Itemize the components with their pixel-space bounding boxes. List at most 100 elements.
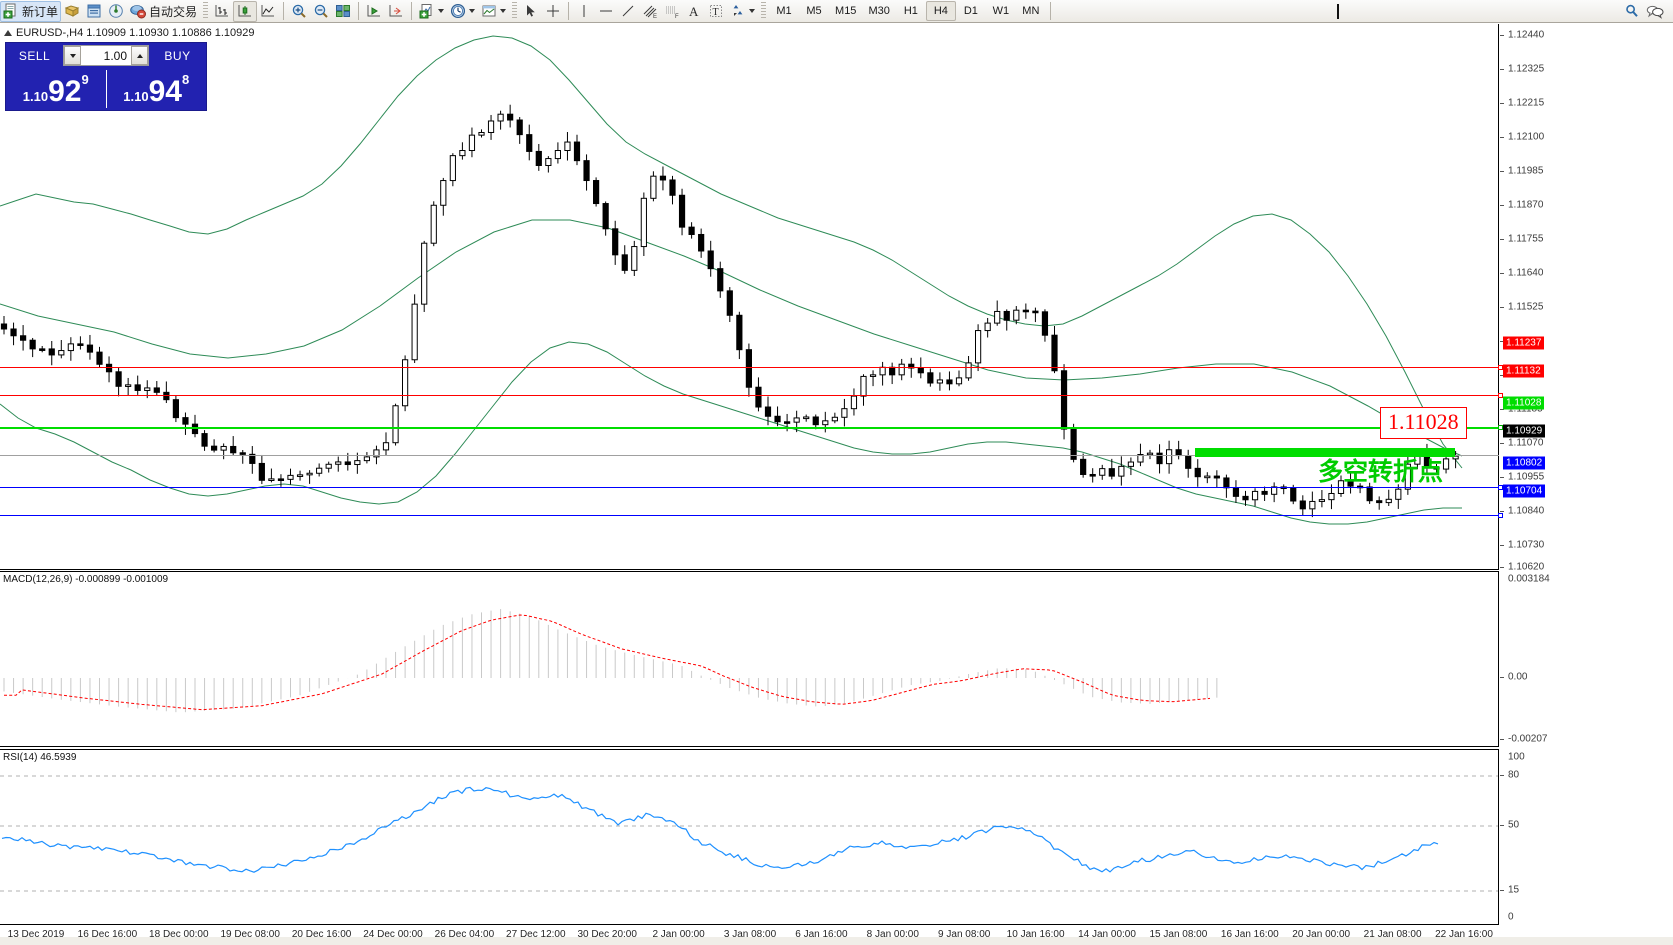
time-tick: 19 Dec 08:00 bbox=[220, 929, 280, 940]
time-tick: 3 Jan 08:00 bbox=[723, 929, 777, 940]
volume-increase-button[interactable] bbox=[131, 46, 148, 65]
auto-scroll-icon bbox=[388, 3, 404, 19]
timeframe-mn[interactable]: MN bbox=[1022, 5, 1040, 17]
price-tick: 1.11870 bbox=[1508, 199, 1544, 211]
tile-windows-button[interactable] bbox=[332, 1, 354, 22]
new-chart-dropdown-caret[interactable] bbox=[438, 9, 445, 13]
price-scale[interactable]: 1.12440 1.12325 1.12215 1.12100 1.11985 … bbox=[1499, 24, 1673, 573]
crosshair-tool-button[interactable] bbox=[542, 1, 564, 22]
trendline-icon bbox=[620, 3, 636, 19]
zoom-out-button[interactable] bbox=[310, 1, 332, 22]
toolbar-grip[interactable] bbox=[203, 2, 209, 20]
autotrading-button[interactable]: 自动交易 bbox=[127, 1, 200, 22]
new-order-icon bbox=[3, 3, 19, 19]
timeframe-h4[interactable]: H4 bbox=[925, 1, 956, 21]
text-label-tool-button[interactable]: T bbox=[705, 1, 727, 22]
resistance-line-111132[interactable] bbox=[0, 393, 1503, 398]
resistance-line-111237[interactable] bbox=[0, 365, 1503, 370]
trendline-tool-button[interactable] bbox=[617, 1, 639, 22]
templates-button[interactable] bbox=[478, 1, 509, 22]
timeframe-h1[interactable]: H1 bbox=[903, 5, 918, 17]
cursor-tool-button[interactable] bbox=[520, 1, 542, 22]
new-order-button[interactable]: 新订单 bbox=[0, 1, 61, 22]
cursor-icon bbox=[523, 3, 539, 19]
timeframe-m30[interactable]: M30 bbox=[868, 5, 890, 17]
timeframe-w1[interactable]: W1 bbox=[992, 5, 1010, 17]
template-icon bbox=[481, 3, 497, 19]
toolbar-separator-4 bbox=[568, 2, 570, 20]
chat-button[interactable] bbox=[1643, 1, 1667, 22]
level-annotation-box: 1.11028 bbox=[1380, 407, 1467, 439]
text-icon: A bbox=[686, 3, 702, 19]
candlestick-chart-button[interactable] bbox=[233, 0, 258, 22]
horizontal-scrollbar[interactable] bbox=[0, 937, 1673, 945]
line-chart-button[interactable] bbox=[257, 1, 279, 22]
arrows-tool-button[interactable] bbox=[727, 1, 758, 22]
timeframe-d1[interactable]: D1 bbox=[963, 5, 978, 17]
history-icon-button[interactable] bbox=[61, 1, 83, 22]
svg-text:F: F bbox=[675, 14, 679, 19]
sell-button[interactable]: 1.10 92 9 bbox=[6, 68, 106, 110]
toolbar-grip-2[interactable] bbox=[512, 2, 518, 20]
text-tool-button[interactable]: A bbox=[683, 1, 705, 22]
price-tick: 1.12100 bbox=[1508, 131, 1545, 143]
horizontal-line-tool-button[interactable] bbox=[595, 1, 617, 22]
new-chart-button[interactable] bbox=[416, 1, 447, 22]
sell-price-prefix: 1.10 bbox=[22, 89, 49, 104]
zoom-in-button[interactable] bbox=[288, 1, 310, 22]
terminal-icon-button[interactable] bbox=[83, 1, 105, 22]
macd-tick: 0.00 bbox=[1508, 671, 1528, 683]
auto-scroll-button[interactable] bbox=[385, 1, 407, 22]
price-tick: 1.11525 bbox=[1508, 301, 1544, 313]
vertical-line-icon bbox=[576, 3, 592, 19]
price-candles-svg bbox=[0, 35, 1463, 525]
support-line-110802[interactable] bbox=[0, 485, 1503, 490]
volume-input-group[interactable]: 1.00 bbox=[63, 45, 149, 66]
autotrading-label: 自动交易 bbox=[149, 4, 198, 19]
pivot-line-111028[interactable] bbox=[0, 425, 1503, 430]
svg-text:T: T bbox=[713, 7, 719, 18]
chart-title-text: EURUSD-,H4 1.10909 1.10930 1.10886 1.109… bbox=[16, 27, 255, 39]
toolbar-grip-3[interactable] bbox=[761, 2, 767, 20]
equidistant-channel-tool-button[interactable]: E bbox=[639, 1, 661, 22]
rsi-pane-right-border bbox=[1498, 750, 1499, 924]
timeframe-m15[interactable]: M15 bbox=[835, 5, 857, 17]
rsi-tick: 15 bbox=[1508, 884, 1520, 896]
time-tick: 27 Dec 12:00 bbox=[506, 929, 566, 940]
price-chart-pane[interactable] bbox=[0, 24, 1503, 570]
time-tick: 16 Jan 16:00 bbox=[1220, 929, 1279, 940]
chart-shift-icon bbox=[366, 3, 382, 19]
price-tick: 1.12440 bbox=[1508, 29, 1545, 41]
macd-pane[interactable]: MACD(12,26,9) -0.000899 -0.001009 bbox=[0, 571, 1499, 747]
bar-chart-icon bbox=[214, 3, 230, 19]
price-tag-current: 1.10929 bbox=[1503, 424, 1546, 438]
buy-button[interactable]: 1.10 94 8 bbox=[107, 68, 207, 110]
templates-dropdown-caret[interactable] bbox=[500, 9, 507, 13]
one-click-trading-panel[interactable]: SELL 1.00 BUY 1.10 92 9 1.10 94 8 bbox=[5, 42, 207, 111]
period-dropdown-caret[interactable] bbox=[469, 9, 476, 13]
bar-chart-button[interactable] bbox=[211, 1, 233, 22]
macd-tick: 0.003184 bbox=[1508, 573, 1550, 585]
fibonacci-tool-button[interactable]: F bbox=[661, 1, 683, 22]
timeframe-m5[interactable]: M5 bbox=[806, 5, 822, 17]
volume-value[interactable]: 1.00 bbox=[81, 46, 131, 65]
rsi-label: RSI(14) 46.5939 bbox=[3, 752, 77, 763]
support-line-110704[interactable] bbox=[0, 513, 1503, 518]
search-button[interactable] bbox=[1621, 1, 1643, 22]
vertical-line-tool-button[interactable] bbox=[573, 1, 595, 22]
collapse-triangle-icon[interactable] bbox=[4, 30, 12, 36]
price-pane-right-border bbox=[1498, 24, 1499, 569]
price-tag-support-2: 1.10704 bbox=[1503, 484, 1546, 498]
timeframe-m1[interactable]: M1 bbox=[776, 5, 792, 17]
clock-icon bbox=[450, 3, 466, 19]
macd-svg bbox=[3, 609, 1218, 713]
price-tick: 1.11755 bbox=[1508, 233, 1544, 245]
arrows-dropdown-caret[interactable] bbox=[749, 9, 756, 13]
macd-tick: -0.00207 bbox=[1508, 733, 1548, 745]
new-order-label: 新订单 bbox=[22, 4, 59, 19]
volume-decrease-button[interactable] bbox=[64, 46, 81, 65]
rsi-pane[interactable]: RSI(14) 46.5939 bbox=[0, 749, 1499, 925]
period-button[interactable] bbox=[447, 1, 478, 22]
chart-shift-button[interactable] bbox=[363, 1, 385, 22]
navigator-icon-button[interactable] bbox=[105, 1, 127, 22]
